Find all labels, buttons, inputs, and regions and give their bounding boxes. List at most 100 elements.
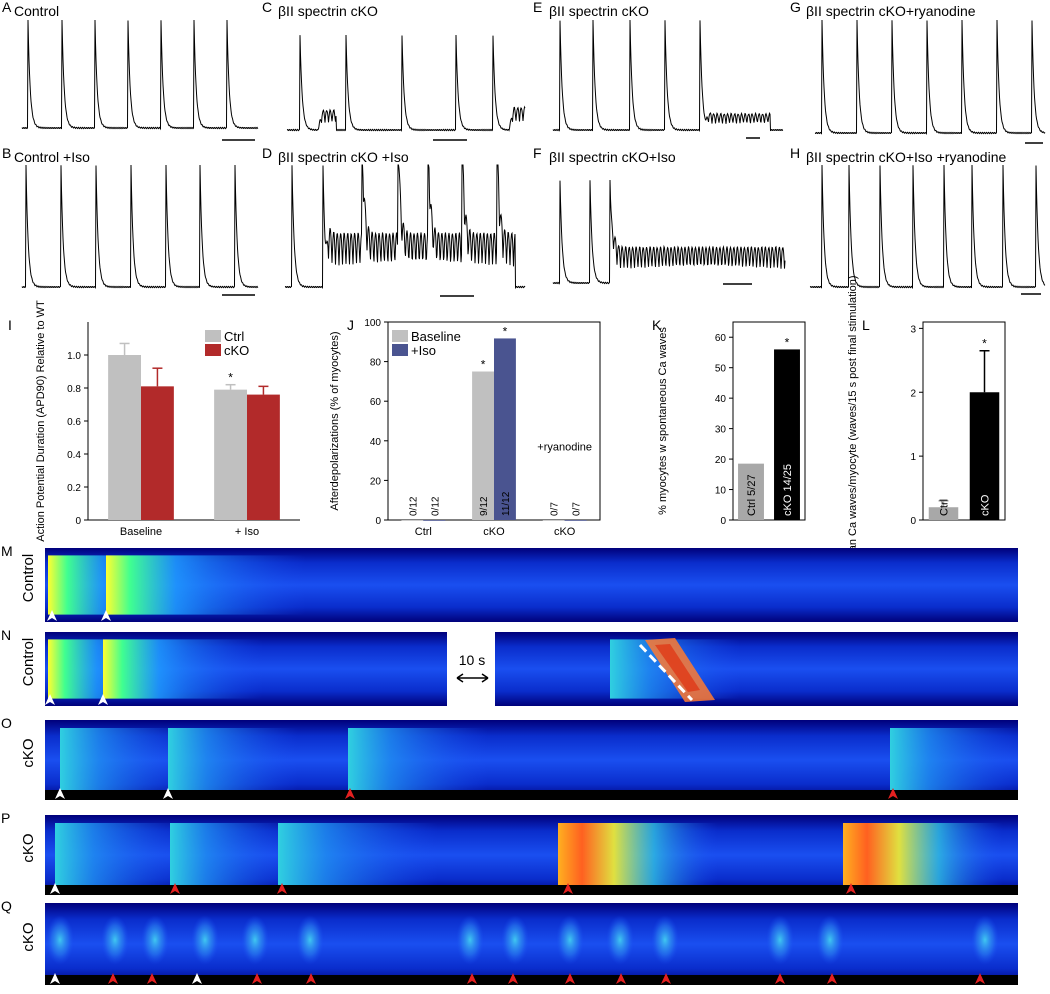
- stimulus-arrowhead: [565, 973, 575, 984]
- y-tick-label: 1: [910, 452, 916, 463]
- panel-letter: I: [8, 317, 12, 333]
- x-tick-label: cKO: [483, 526, 505, 538]
- panel-letter: A: [2, 0, 12, 15]
- stimulus-arrowhead: [101, 610, 111, 621]
- value-label: 11/12: [501, 491, 512, 516]
- panel-title: Control +Iso: [14, 149, 90, 165]
- panel-letter: E: [533, 0, 542, 15]
- row-label: cKO: [20, 738, 37, 767]
- interval-label: 10 s: [459, 652, 485, 668]
- legend-label: cKO: [224, 343, 249, 358]
- linescan-base: [45, 885, 1018, 895]
- significance-star: *: [503, 324, 508, 338]
- panel-title: βII spectrin cKO: [549, 3, 649, 19]
- value-label: 0/12: [430, 496, 441, 516]
- x-tick-label: Ctrl: [746, 499, 758, 516]
- y-axis-label: % myocytes w spontaneous Ca waves: [657, 327, 669, 515]
- stimulus-arrowhead: [163, 788, 173, 799]
- calcium-transient: [348, 728, 488, 792]
- voltage-trace: [21, 164, 259, 290]
- legend-swatch: [392, 330, 408, 342]
- panel-letter: P: [1, 810, 10, 826]
- bar: [542, 520, 565, 521]
- legend-label: Baseline: [411, 329, 461, 344]
- error-bar: [119, 342, 130, 355]
- stimulus-arrowhead: [661, 973, 671, 984]
- voltage-trace: [21, 19, 259, 131]
- y-tick-label: 0.8: [67, 384, 81, 395]
- panel-letter: J: [347, 317, 354, 333]
- significance-star: *: [228, 371, 233, 385]
- x-tick-label: cKO: [980, 494, 992, 516]
- stimulus-arrowhead: [827, 973, 837, 984]
- x-tick-label: cKO: [554, 526, 576, 538]
- error-bar: [979, 349, 990, 393]
- panel-title: βII spectrin cKO: [278, 3, 378, 19]
- panel-letter: F: [533, 145, 542, 161]
- y-tick-label: 0: [720, 516, 726, 527]
- bar-label: cKO: [980, 494, 992, 516]
- y-tick-label: 100: [364, 318, 381, 329]
- y-axis-label: Afterdepolarizations (% of myocytes): [329, 331, 341, 510]
- panel-letter: G: [790, 0, 801, 15]
- bar: [214, 389, 247, 520]
- panel-title: βII spectrin cKO+ryanodine: [806, 3, 976, 19]
- legend-swatch: [392, 344, 408, 356]
- calcium-transient: [556, 915, 584, 965]
- voltage-trace: [552, 19, 784, 133]
- error-bar: [152, 367, 163, 387]
- stimulus-arrowhead: [47, 610, 57, 621]
- panel-letter: H: [790, 145, 800, 161]
- y-tick-label: 40: [715, 394, 727, 405]
- value-label: 9/12: [479, 496, 490, 516]
- panel-letter: M: [1, 543, 13, 559]
- y-tick-label: 0.4: [67, 450, 81, 461]
- legend-swatch: [205, 344, 221, 356]
- bar-label: Ctrl 5/27: [746, 474, 758, 516]
- value-label: 0/12: [408, 496, 419, 516]
- y-tick-label: 80: [370, 358, 382, 369]
- calcium-transient: [101, 915, 129, 965]
- voltage-trace: [552, 179, 786, 285]
- legend-swatch: [205, 330, 221, 342]
- linescan-image: [45, 903, 1018, 985]
- calcium-transient: [241, 915, 269, 965]
- value-label: 5/27: [746, 474, 758, 495]
- linescan-image: [495, 632, 1018, 706]
- y-tick-label: 2: [910, 388, 916, 399]
- significance-star: *: [982, 337, 987, 351]
- calcium-transient: [55, 823, 185, 887]
- x-tick-label: Ctrl: [415, 526, 432, 538]
- bar: [494, 338, 516, 520]
- bar: [564, 520, 587, 521]
- stimulus-arrowhead: [98, 694, 108, 705]
- calcium-transient: [103, 639, 263, 699]
- bar: [969, 392, 1000, 520]
- legend-label: Ctrl: [224, 329, 244, 344]
- calcium-transient: [766, 915, 794, 965]
- stimulus-arrowhead: [345, 788, 355, 799]
- stimulus-arrowhead: [508, 973, 518, 984]
- calcium-transient: [890, 728, 1020, 792]
- panel-letter: L: [862, 317, 870, 333]
- panel-title: βII spectrin cKO+Iso +ryanodine: [806, 149, 1006, 165]
- bar-label: cKO 14/25: [782, 464, 794, 516]
- x-tick-label: Baseline: [120, 526, 162, 538]
- panel-title: Control: [14, 3, 59, 19]
- bar: [472, 371, 494, 520]
- annotation: +ryanodine: [537, 442, 592, 454]
- panel-letter: B: [2, 145, 11, 161]
- significance-star: *: [785, 335, 790, 349]
- y-tick-label: 60: [715, 333, 727, 344]
- panel-letter: Q: [1, 898, 12, 914]
- calcium-transient: [843, 823, 1003, 887]
- y-tick-label: 30: [715, 425, 727, 436]
- voltage-trace: [814, 19, 1046, 136]
- stimulus-arrowhead: [277, 883, 287, 894]
- calcium-transient: [816, 915, 844, 965]
- y-tick-label: 3: [910, 324, 916, 335]
- plot-frame: [922, 321, 1006, 521]
- voltage-trace: [284, 164, 526, 290]
- calcium-transient: [651, 915, 679, 965]
- stimulus-arrowhead: [467, 973, 477, 984]
